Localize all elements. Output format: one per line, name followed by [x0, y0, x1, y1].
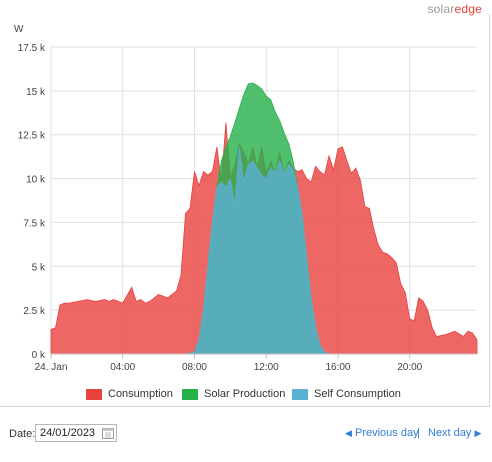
axes: 0 k 2.5 k 5 k 7.5 k 10 k 12.5 k 15 k 17.5 k 24. …: [14, 24, 477, 373]
legend-swatch: [292, 388, 308, 400]
legend-item[interactable]: Consumption: [86, 388, 173, 400]
calendar-icon[interactable]: [102, 427, 114, 439]
previous-day-label: Previous day: [354, 427, 419, 439]
y-tick-label: 5 k: [32, 262, 46, 273]
date-value: 24/01/2023: [40, 427, 96, 439]
series-areas: [50, 82, 478, 355]
x-tick-label: 04:00: [110, 362, 135, 373]
legend-item[interactable]: Solar Production: [182, 388, 285, 400]
x-tick-label: 08:00: [182, 362, 207, 373]
legend-swatch: [86, 388, 102, 400]
x-tick-label: 16:00: [325, 362, 350, 373]
brand-logo: solaredge: [427, 2, 482, 16]
y-tick-label: 12.5 k: [18, 131, 46, 142]
x-tick-label: 24. Jan: [35, 362, 68, 373]
chevron-right-icon: ▶: [474, 428, 482, 438]
y-tick-label: 15 k: [26, 87, 46, 98]
series-area-self-consumption: [185, 146, 330, 355]
y-tick-label: 10 k: [26, 175, 46, 186]
y-tick-label: 17.5 k: [18, 43, 46, 54]
y-axis-label: W: [14, 24, 24, 35]
legend: Consumption Solar Production Self Consumpt…: [0, 388, 492, 402]
brand-logo-part2: edge: [454, 2, 482, 16]
legend-item[interactable]: Self Consumption: [292, 388, 401, 400]
y-tick-label: 7.5 k: [23, 218, 46, 229]
date-input[interactable]: 24/01/2023: [35, 424, 117, 442]
date-label: Date:: [9, 428, 36, 440]
chart: 0 k 2.5 k 5 k 7.5 k 10 k 12.5 k 15 k 17.5 k 24. …: [14, 24, 478, 373]
date-navigation: Date: 24/01/2023 ◀ Previous day | Next d…: [0, 424, 492, 444]
legend-swatch: [182, 388, 198, 400]
next-day-link[interactable]: Next day ▶: [428, 427, 481, 439]
previous-day-link[interactable]: ◀ Previous day: [345, 427, 419, 439]
y-tick-label: 0 k: [32, 350, 46, 361]
nav-separator: |: [417, 427, 420, 439]
brand-logo-part1: solar: [427, 2, 455, 16]
chevron-left-icon: ◀: [345, 428, 352, 438]
legend-label: Solar Production: [204, 388, 286, 400]
x-tick-label: 20:00: [397, 362, 422, 373]
y-tick-label: 2.5 k: [23, 306, 46, 317]
legend-label: Consumption: [108, 388, 173, 400]
next-day-label: Next day: [428, 427, 472, 439]
x-tick-label: 12:00: [254, 362, 279, 373]
legend-label: Self Consumption: [314, 388, 401, 400]
